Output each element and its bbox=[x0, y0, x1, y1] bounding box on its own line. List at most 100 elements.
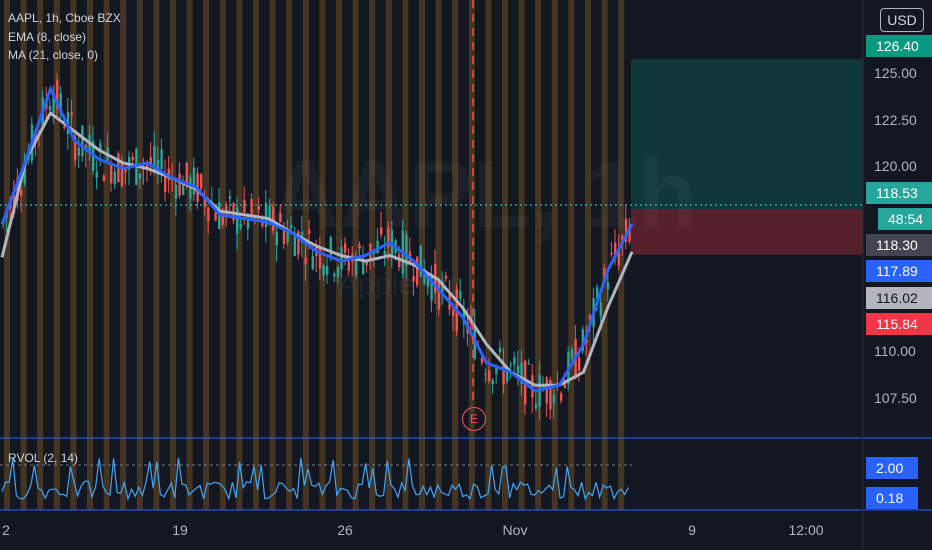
candle-body bbox=[588, 315, 592, 320]
candle-body bbox=[304, 256, 307, 265]
candle-body bbox=[563, 382, 566, 389]
candle-body bbox=[452, 309, 455, 316]
candle-body bbox=[153, 145, 156, 169]
candle-body bbox=[488, 370, 491, 382]
candle-body bbox=[124, 169, 127, 173]
candle-body bbox=[99, 142, 102, 153]
candle-body bbox=[596, 287, 599, 299]
session-band bbox=[37, 0, 44, 510]
candle-body bbox=[268, 206, 271, 225]
candle-body bbox=[405, 234, 408, 266]
candle-body bbox=[293, 234, 296, 257]
candle-body bbox=[340, 246, 343, 270]
candle-body bbox=[12, 188, 16, 214]
session-band bbox=[20, 0, 27, 510]
candle-body bbox=[5, 214, 8, 217]
candle-body bbox=[308, 229, 311, 234]
legend-rvol[interactable]: RVOL (2, 14) bbox=[8, 451, 79, 465]
candle-body bbox=[549, 379, 552, 410]
session-band bbox=[551, 0, 558, 510]
candle-body bbox=[480, 358, 484, 363]
candle-body bbox=[419, 245, 422, 277]
y-tick: 110.00 bbox=[874, 343, 916, 359]
candle-body bbox=[282, 230, 286, 245]
candle-body bbox=[430, 277, 433, 301]
profit-zone bbox=[631, 59, 863, 210]
ema-value-label: 117.89 bbox=[866, 260, 932, 282]
candle-body bbox=[243, 199, 246, 214]
candle-body bbox=[362, 258, 365, 274]
candle-body bbox=[578, 357, 581, 371]
candle-body bbox=[581, 328, 584, 351]
x-tick: 26 bbox=[337, 522, 353, 538]
candle-body bbox=[59, 93, 62, 112]
session-band bbox=[618, 0, 625, 510]
loss-zone bbox=[631, 209, 863, 255]
candle-body bbox=[516, 365, 520, 374]
candle-body bbox=[585, 338, 588, 344]
earnings-icon[interactable]: E bbox=[462, 407, 486, 431]
candle-body bbox=[192, 167, 196, 195]
candle-body bbox=[203, 196, 206, 207]
candle-body bbox=[365, 260, 368, 266]
candle-body bbox=[200, 174, 203, 189]
y-tick: 122.50 bbox=[874, 112, 917, 128]
candle-body bbox=[606, 282, 610, 290]
session-band bbox=[70, 0, 77, 510]
candle-body bbox=[495, 365, 498, 374]
candle-body bbox=[570, 349, 574, 359]
entry-price-label: 115.84 bbox=[866, 313, 932, 335]
legend-ema[interactable]: EMA (8, close) bbox=[8, 30, 87, 44]
y-tick: 120.00 bbox=[874, 158, 917, 174]
countdown-label: 48:54 bbox=[878, 208, 932, 230]
y-tick: 107.50 bbox=[874, 390, 917, 406]
candle-body bbox=[459, 291, 462, 299]
long-position-tool bbox=[0, 59, 863, 255]
candle-body bbox=[95, 172, 98, 178]
candle-body bbox=[617, 248, 620, 266]
candle-body bbox=[333, 273, 336, 277]
candle-body bbox=[520, 362, 523, 385]
candle-body bbox=[20, 190, 23, 196]
legend-ma[interactable]: MA (21, close, 0) bbox=[8, 48, 99, 62]
session-band bbox=[568, 0, 575, 510]
candle-body bbox=[552, 395, 556, 404]
candle-body bbox=[412, 276, 415, 282]
session-band bbox=[286, 0, 293, 510]
candle-body bbox=[174, 184, 178, 199]
session-band bbox=[435, 0, 442, 510]
candle-body bbox=[164, 175, 167, 192]
session-band bbox=[120, 0, 127, 510]
rvol-pane bbox=[0, 457, 632, 502]
candle-body bbox=[257, 206, 260, 210]
session-band bbox=[485, 0, 492, 510]
candle-body bbox=[498, 347, 502, 353]
candle-body bbox=[149, 157, 152, 165]
session-band bbox=[136, 0, 143, 510]
candle-body bbox=[527, 363, 530, 365]
watermark-name: Apple Inc bbox=[338, 268, 464, 301]
session-band bbox=[53, 0, 60, 510]
candle-body bbox=[509, 364, 512, 366]
last-price-label: 118.53 bbox=[866, 182, 932, 204]
ma-line bbox=[0, 110, 634, 387]
candle-body bbox=[545, 377, 548, 404]
candle-body bbox=[297, 231, 300, 255]
candle-body bbox=[347, 261, 350, 271]
candle-body bbox=[81, 125, 84, 157]
candle-body bbox=[387, 227, 390, 248]
legend-symbol[interactable]: AAPL, 1h, Cboe BZX bbox=[8, 11, 121, 25]
session-band bbox=[585, 0, 591, 510]
candle-body bbox=[120, 162, 124, 186]
y-tick: 125.00 bbox=[874, 65, 917, 81]
candle-body bbox=[380, 227, 383, 235]
candle-body bbox=[74, 136, 77, 161]
candle-body bbox=[376, 240, 379, 253]
session-band bbox=[452, 0, 459, 510]
session-band bbox=[269, 0, 276, 510]
candle-body bbox=[426, 276, 430, 287]
currency-button[interactable]: USD bbox=[880, 8, 924, 32]
candle-body bbox=[110, 163, 113, 184]
session-band bbox=[103, 0, 110, 510]
